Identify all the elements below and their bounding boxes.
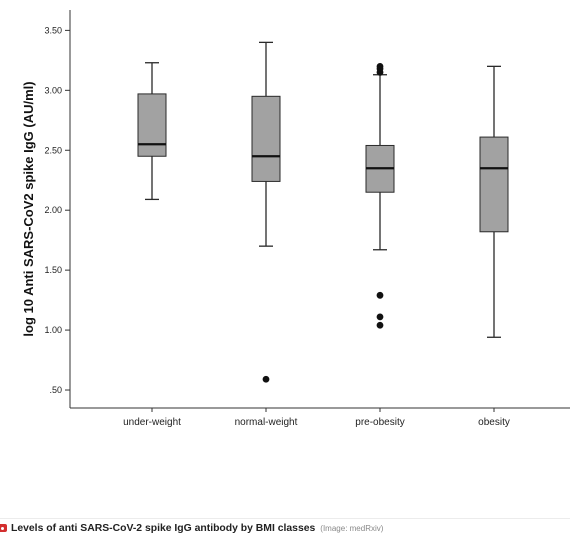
y-tick-label: 2.00 — [44, 205, 62, 215]
x-tick-label-obesity: obesity — [478, 417, 510, 428]
box-normal-weight — [251, 95, 281, 182]
outlier-pre-obesity-6 — [376, 321, 384, 329]
y-tick-label: 3.50 — [44, 25, 62, 35]
y-axis-label: log 10 Anti SARS-CoV2 spike IgG (AU/ml) — [21, 81, 36, 336]
outlier-pre-obesity-5 — [376, 313, 384, 321]
y-tick-label: 3.00 — [44, 85, 62, 95]
y-tick-label: 2.50 — [44, 145, 62, 155]
camera-icon — [0, 524, 7, 532]
image-credit: (Image: medRxiv) — [320, 523, 384, 533]
x-axis-ticks: under-weight normal-weight pre-obesity obes… — [123, 408, 510, 428]
box-under-weight — [137, 93, 167, 157]
caption-divider — [0, 518, 570, 519]
y-tick-label: 1.50 — [44, 265, 62, 275]
figure-caption: Levels of anti SARS-CoV-2 spike IgG anti… — [0, 521, 570, 535]
y-tick-label: .50 — [49, 385, 62, 395]
x-tick-label-normal-weight: normal-weight — [235, 417, 298, 428]
boxplot-obesity — [479, 65, 509, 338]
boxplot-under-weight — [137, 62, 167, 201]
boxplot-chart: 3.50 3.00 2.50 2.00 1.50 1.00 .50 under-weight… — [21, 10, 570, 428]
caption-text: Levels of anti SARS-CoV-2 spike IgG anti… — [11, 522, 316, 534]
boxplot-pre-obesity — [365, 62, 395, 329]
outlier-normal-weight-1 — [262, 375, 270, 383]
y-tick-label: 1.00 — [44, 325, 62, 335]
box-obesity — [479, 136, 509, 233]
x-tick-label-pre-obesity: pre-obesity — [355, 417, 404, 428]
boxplot-normal-weight — [251, 41, 281, 383]
outlier-pre-obesity-3 — [376, 68, 384, 76]
y-axis-ticks: 3.50 3.00 2.50 2.00 1.50 1.00 .50 — [44, 25, 70, 395]
outlier-pre-obesity-4 — [376, 291, 384, 299]
boxplots — [137, 41, 509, 383]
x-tick-label-under-weight: under-weight — [123, 417, 181, 428]
